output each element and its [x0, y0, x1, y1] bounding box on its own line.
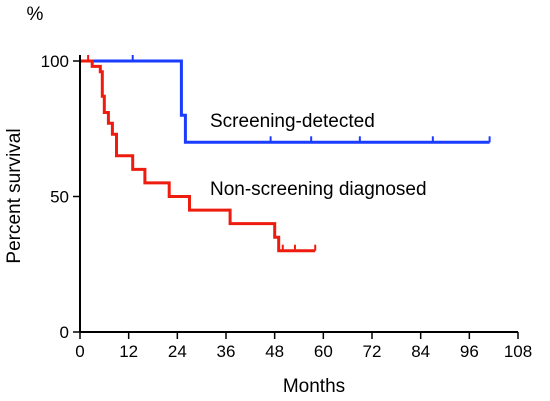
- x-tick-label: 24: [168, 342, 187, 361]
- x-tick-label: 108: [504, 342, 532, 361]
- series-line-non-screening-diagnosed: [80, 59, 316, 253]
- series-label-non-screening-diagnosed: Non-screening diagnosed: [210, 179, 427, 200]
- x-tick-label: 84: [411, 342, 430, 361]
- series-line-screening-detected: [80, 59, 490, 144]
- y-tick-label: 0: [60, 323, 69, 342]
- x-tick-label: 36: [217, 342, 236, 361]
- x-axis-ticks: 0 12 24 36 48 60 72 84 96 108: [75, 332, 532, 361]
- x-tick-label: 96: [460, 342, 479, 361]
- x-tick-label: 72: [363, 342, 382, 361]
- y-unit-label: %: [27, 4, 44, 25]
- x-tick-label: 48: [265, 342, 284, 361]
- x-tick-label: 60: [314, 342, 333, 361]
- x-axis-title: Months: [283, 376, 345, 397]
- x-tick-label: 12: [119, 342, 138, 361]
- series-layer: [80, 55, 491, 253]
- series-label-screening-detected: Screening-detected: [210, 111, 375, 132]
- x-tick-label: 0: [75, 342, 84, 361]
- y-axis-ticks: 0 50 100: [41, 52, 80, 342]
- y-tick-label: 100: [41, 52, 69, 71]
- y-axis-title: Percent survival: [4, 128, 25, 263]
- y-tick-label: 50: [50, 188, 69, 207]
